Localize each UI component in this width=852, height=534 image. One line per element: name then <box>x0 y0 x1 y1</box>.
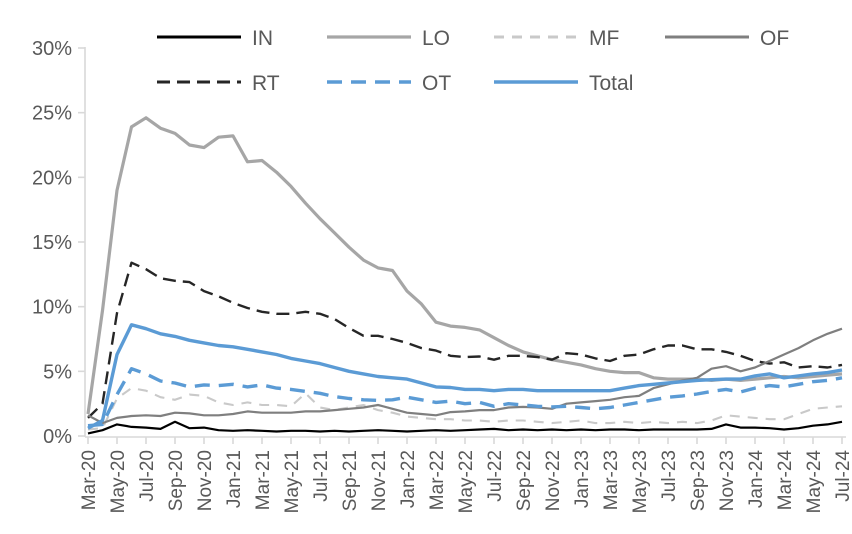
x-tick-label: Mar-21 <box>253 450 274 510</box>
y-tick-label: 0% <box>43 426 72 448</box>
x-tick-label: Jan-22 <box>398 450 419 508</box>
series-line-rt <box>87 261 843 419</box>
y-tick-label: 30% <box>32 38 72 60</box>
x-tick-label: Jan-24 <box>746 450 767 509</box>
x-tick-label: Mar-23 <box>601 450 622 510</box>
x-tick-label: Nov-20 <box>195 450 216 511</box>
series-line-total <box>87 323 843 430</box>
x-tick-label: Sep-22 <box>514 450 535 511</box>
y-tick-label: 25% <box>32 103 72 125</box>
x-tick-label: Jul-20 <box>137 450 158 502</box>
x-tick-label: Nov-23 <box>717 450 738 511</box>
x-tick-label: May-23 <box>630 450 651 513</box>
x-tick-label: May-20 <box>108 450 129 513</box>
x-tick-label: Jan-21 <box>224 450 245 508</box>
x-tick-label: Sep-21 <box>340 450 361 511</box>
y-tick-label: 10% <box>32 297 72 319</box>
legend-label-lo: LO <box>422 27 450 50</box>
legend-label-of: OF <box>760 27 789 50</box>
legend-label-rt: RT <box>252 72 280 95</box>
x-tick-label: May-21 <box>282 450 303 513</box>
x-tick-label: Jul-22 <box>485 450 506 502</box>
y-tick-label: 5% <box>43 361 72 383</box>
legend-label-in: IN <box>252 27 273 50</box>
x-tick-label: Jan-23 <box>572 450 593 508</box>
x-tick-label: Sep-20 <box>166 450 187 511</box>
y-tick-label: 15% <box>32 232 72 254</box>
legend-label-total: Total <box>589 72 633 95</box>
x-tick-label: Jul-24 <box>833 450 852 502</box>
x-tick-label: Sep-23 <box>688 450 709 511</box>
x-tick-label: Jul-21 <box>311 450 332 502</box>
x-tick-label: Nov-21 <box>369 450 390 511</box>
series-line-mf <box>87 387 843 431</box>
x-tick-label: May-24 <box>804 450 825 514</box>
x-tick-label: Jul-23 <box>659 450 680 502</box>
x-tick-label: Nov-22 <box>543 450 564 511</box>
series-line-of <box>87 327 843 425</box>
legend-label-mf: MF <box>589 27 619 50</box>
y-tick-label: 20% <box>32 167 72 189</box>
legend-label-ot: OT <box>422 72 451 95</box>
series-line-ot <box>87 367 843 428</box>
x-tick-label: May-22 <box>456 450 477 513</box>
x-tick-label: Mar-20 <box>79 450 100 510</box>
x-tick-label: Mar-24 <box>775 450 796 511</box>
series-line-lo <box>86 116 843 415</box>
series-line-in <box>87 420 843 435</box>
x-tick-label: Mar-22 <box>427 450 448 510</box>
